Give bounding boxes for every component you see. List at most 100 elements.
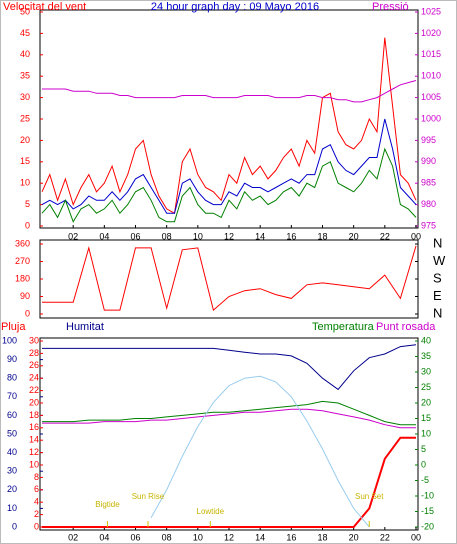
y-tick-label: 18 <box>29 410 39 420</box>
y-tick-label: 14 <box>29 435 39 445</box>
y-tick-label: -15 <box>421 506 434 516</box>
ylabel-text: Velocitat del vent <box>3 1 86 13</box>
annotation: Bigtide <box>95 500 120 509</box>
legend-label: Punt rosada <box>376 321 436 333</box>
y-tick-label: 8 <box>34 472 39 482</box>
y-tick-label: 5 <box>25 199 30 209</box>
y-tick-label: 45 <box>20 28 30 38</box>
y-tick-label: 995 <box>421 135 436 145</box>
y-tick-label: 28 <box>29 348 39 358</box>
series-line <box>41 147 417 223</box>
y-tick-label: 30 <box>20 92 30 102</box>
x-tick-label: 18 <box>317 532 327 542</box>
y-tick-label: 15 <box>421 413 431 423</box>
series-line <box>42 400 416 426</box>
legend-label: Temperatura <box>312 321 375 333</box>
y-tick-label: 0 <box>34 521 39 531</box>
y-tick-label: 50 <box>20 6 30 16</box>
annotation: Sun Set <box>355 492 384 501</box>
x-tick-label: 04 <box>99 532 109 542</box>
y-tick-label: 0 <box>25 220 30 230</box>
y-tick-label: 1010 <box>421 71 441 81</box>
y-tick-label: 270 <box>15 256 30 266</box>
y-tick-label: 40 <box>20 49 30 59</box>
y-tick-label: 360 <box>15 238 30 248</box>
y-tick-label: 1000 <box>421 113 441 123</box>
y-tick-label: 10 <box>7 503 17 513</box>
series-line <box>41 118 417 214</box>
y-tick-label: 1020 <box>421 28 441 38</box>
y-tick-label: 35 <box>20 71 30 81</box>
series-line <box>42 408 416 429</box>
plot-frame <box>39 9 419 229</box>
y-tick-label: 1025 <box>421 6 441 16</box>
y-tick-label: 16 <box>29 422 39 432</box>
y-tick-label: 990 <box>421 156 436 166</box>
annotation: Lowtide <box>197 507 225 516</box>
y-tick-label: 10 <box>421 428 431 438</box>
y-tick-label: 12 <box>29 447 39 457</box>
legend-label: Pluja <box>1 321 26 333</box>
series-line <box>42 344 417 391</box>
y-tick-label: 10 <box>29 459 39 469</box>
y-tick-label: 20 <box>20 135 30 145</box>
x-tick-label: 14 <box>255 532 265 542</box>
y-tick-label: 0 <box>25 308 30 318</box>
y-tick-label: 1005 <box>421 92 441 102</box>
y-tick-label: 30 <box>29 335 39 345</box>
y-tick-label: 40 <box>421 335 431 345</box>
y-tick-label: 26 <box>29 360 39 370</box>
x-tick-label: 14 <box>255 231 265 241</box>
y-tick-label: E <box>433 288 442 303</box>
y-tick-label: 15 <box>20 156 30 166</box>
series-line <box>42 245 417 312</box>
x-tick-label: 16 <box>286 231 296 241</box>
y-tick-label: 20 <box>7 484 17 494</box>
y-tick-label: 20 <box>29 397 39 407</box>
y-tick-label: 30 <box>421 366 431 376</box>
y-tick-label: -20 <box>421 521 434 531</box>
x-tick-label: 20 <box>349 231 359 241</box>
x-tick-label: 12 <box>224 231 234 241</box>
y-tick-label: 975 <box>421 220 436 230</box>
x-tick-label: 18 <box>317 231 327 241</box>
series-line <box>42 436 416 528</box>
y-tick-label: 60 <box>7 410 17 420</box>
y-tick-label: 50 <box>7 428 17 438</box>
x-tick-label: 10 <box>193 231 203 241</box>
y-tick-label: 40 <box>7 447 17 457</box>
y-tick-label: 6 <box>34 484 39 494</box>
x-tick-label: 08 <box>162 532 172 542</box>
series-line <box>42 80 417 103</box>
y-tick-label: 10 <box>20 178 30 188</box>
x-tick-label: 08 <box>162 231 172 241</box>
y-tick-label: 2 <box>34 509 39 519</box>
annotation: Sun Rise <box>132 492 165 501</box>
y-tick-label: 90 <box>7 354 17 364</box>
x-tick-label: 16 <box>286 532 296 542</box>
x-tick-label: 02 <box>68 532 78 542</box>
title-text: 24 hour graph day : 09 Mayo 2016 <box>151 1 319 13</box>
y-tick-label: 22 <box>29 385 39 395</box>
x-tick-label: 06 <box>130 532 140 542</box>
x-tick-label: 00 <box>411 532 421 542</box>
y-tick-label: 0 <box>12 521 17 531</box>
y-tick-label: 985 <box>421 178 436 188</box>
y-tick-label: W <box>433 253 446 268</box>
y-tick-label: 0 <box>421 459 426 469</box>
y-tick-label: 180 <box>15 273 30 283</box>
y-tick-label: 30 <box>7 466 17 476</box>
series-line <box>41 37 417 214</box>
y-tick-label: 1015 <box>421 49 441 59</box>
x-tick-label: 06 <box>130 231 140 241</box>
x-tick-label: 10 <box>193 532 203 542</box>
y-tick-label: 70 <box>7 391 17 401</box>
x-tick-label: 02 <box>68 231 78 241</box>
y-tick-label: 25 <box>421 382 431 392</box>
y-tick-label: 90 <box>20 291 30 301</box>
y-tick-label: N <box>433 305 442 320</box>
y-2label-text: Pressió <box>372 1 409 13</box>
y-tick-label: -5 <box>421 475 429 485</box>
y-tick-label: 25 <box>20 113 30 123</box>
